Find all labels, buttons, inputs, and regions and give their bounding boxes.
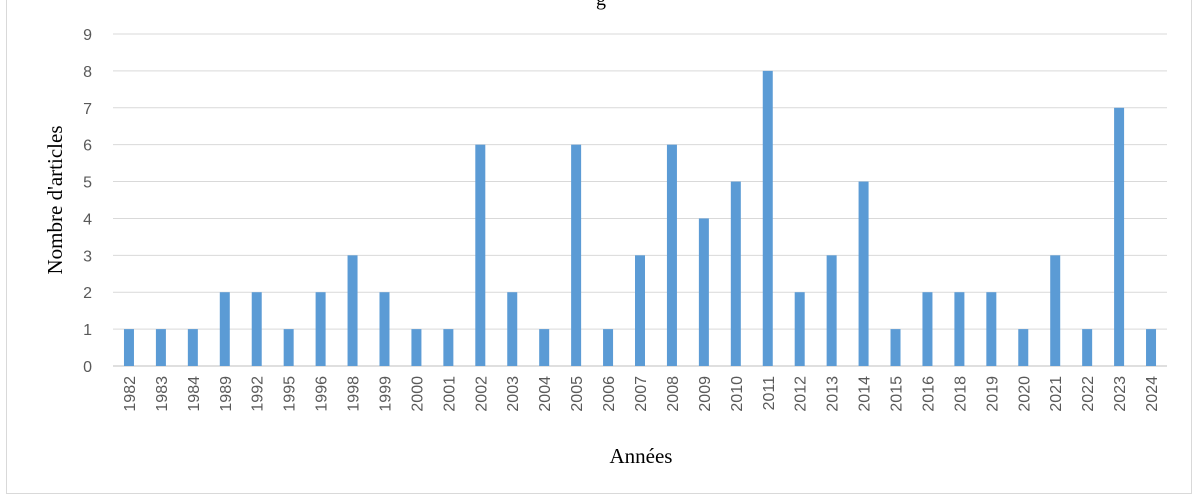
bars [123, 70, 1157, 367]
y-tick-label: 4 [83, 211, 92, 228]
x-tick-label: 1989 [218, 376, 235, 412]
bar-1989 [219, 292, 230, 366]
bar-2024 [1146, 329, 1157, 366]
x-tick-label: 2003 [505, 376, 522, 412]
x-tick-label: 2002 [473, 376, 490, 412]
x-tick-label: 2009 [697, 376, 714, 412]
bar-2022 [1082, 329, 1093, 366]
x-tick-label: 2023 [1112, 376, 1129, 412]
y-tick-label: 8 [83, 64, 92, 81]
x-axis-title: Années [610, 444, 673, 468]
x-tick-label: 2011 [761, 376, 778, 411]
x-tick-label: 2019 [984, 376, 1001, 412]
y-tick-label: 6 [83, 138, 92, 155]
y-tick-label: 0 [83, 359, 92, 376]
bar-1996 [315, 292, 326, 366]
x-tick-label: 2006 [601, 376, 618, 412]
y-tick-label: 2 [83, 285, 92, 302]
x-tick-label: 1984 [186, 376, 203, 412]
bar-1992 [251, 292, 262, 366]
x-tick-label: 1999 [377, 376, 394, 412]
x-tick-label: 2000 [409, 376, 426, 412]
bar-2009 [698, 218, 709, 366]
chart-frame [6, 0, 1192, 494]
bar-1983 [155, 329, 166, 366]
bar-2010 [730, 181, 741, 366]
x-tick-label: 2001 [441, 376, 458, 412]
bar-2012 [794, 292, 805, 366]
x-tick-label: 1982 [122, 376, 139, 412]
x-tick-label: 2005 [569, 376, 586, 412]
x-tick-label: 2008 [665, 376, 682, 412]
bar-1999 [379, 292, 390, 366]
bar-2013 [826, 255, 837, 366]
x-tick-label: 2013 [825, 376, 842, 412]
bar-2016 [922, 292, 933, 366]
y-axis-ticks: 0 1 2 3 4 5 6 7 8 9 [83, 27, 92, 376]
bar-2020 [1018, 329, 1029, 366]
bar-1998 [347, 255, 358, 366]
bar-2015 [890, 329, 901, 366]
x-tick-label: 2012 [793, 376, 810, 412]
bar-1995 [283, 329, 294, 366]
x-tick-label: 2007 [633, 376, 650, 412]
x-tick-label: 2016 [920, 376, 937, 412]
bar-2005 [571, 144, 582, 366]
bar-2021 [1050, 255, 1061, 366]
bar-1984 [187, 329, 198, 366]
x-tick-label: 1992 [250, 376, 267, 412]
bar-2011 [762, 70, 773, 366]
x-tick-label: 1983 [154, 376, 171, 412]
y-tick-label: 7 [83, 101, 92, 118]
bar-2002 [475, 144, 486, 366]
y-tick-label: 3 [83, 248, 92, 265]
x-tick-label: 2014 [857, 376, 874, 412]
x-axis-ticks: 1982 1983 1984 1989 1992 1995 1996 1998 1999 2000… [122, 376, 1161, 412]
x-tick-label: 1996 [314, 376, 331, 412]
x-tick-label: 2010 [729, 376, 746, 412]
x-tick-label: 2004 [537, 376, 554, 412]
x-tick-label: 1995 [282, 376, 299, 412]
x-tick-label: 2015 [889, 376, 906, 412]
y-tick-label: 5 [83, 175, 92, 192]
bar-2006 [603, 329, 614, 366]
bar-2014 [858, 181, 869, 366]
bar-2019 [986, 292, 997, 366]
x-tick-label: 2021 [1048, 376, 1065, 412]
x-tick-label: 2022 [1080, 376, 1097, 412]
bar-2008 [666, 144, 677, 366]
bar-2004 [539, 329, 550, 366]
chart-title-fragment: g [0, 0, 1202, 11]
y-axis-title: Nombre d'articles [43, 126, 67, 275]
y-tick-label: 9 [83, 27, 92, 44]
bar-2000 [411, 329, 422, 366]
bar-2001 [443, 329, 454, 366]
x-tick-label: 2024 [1144, 376, 1161, 412]
x-tick-label: 1998 [346, 376, 363, 412]
bar-2018 [954, 292, 965, 366]
y-tick-label: 1 [83, 322, 92, 339]
x-tick-label: 2018 [952, 376, 969, 412]
bar-2007 [635, 255, 645, 366]
bar-2023 [1114, 107, 1125, 367]
bar-1982 [123, 329, 134, 366]
x-tick-label: 2020 [1016, 376, 1033, 412]
bar-2003 [507, 292, 518, 366]
